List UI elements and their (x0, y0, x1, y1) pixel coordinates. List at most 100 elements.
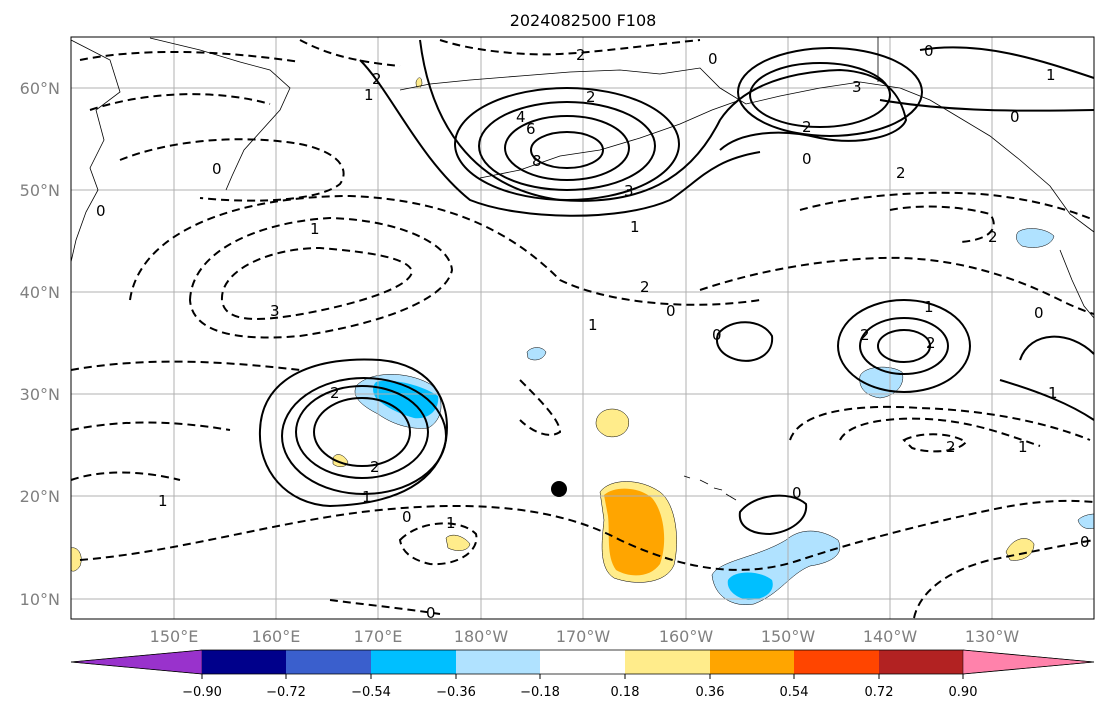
contour-label: 6 (526, 120, 536, 138)
colorbar-segment-7 (710, 650, 794, 674)
colorbar-tick-label: −0.18 (520, 685, 560, 700)
colorbar-tick-label: −0.72 (266, 685, 306, 700)
contour-label: 2 (860, 326, 870, 344)
contour-low-nw-1 (89, 93, 271, 111)
contour-label: 0 (212, 160, 222, 178)
contour-south-0 (738, 494, 808, 536)
contour-se-0 (913, 539, 1095, 619)
coast-aleutians (479, 99, 741, 179)
contour-ne-0 (879, 99, 1095, 112)
colorbar-segment-1 (202, 650, 286, 674)
contour-label: 1 (1018, 438, 1028, 456)
contour-label: 0 (708, 50, 718, 68)
contour-label: 0 (1034, 304, 1044, 322)
contour-label: 3 (270, 302, 280, 320)
colorbar-tick-label: −0.54 (351, 685, 391, 700)
contour-high-north-4 (478, 101, 656, 191)
coast-asia (70, 39, 121, 263)
coast-alaska (399, 67, 1095, 233)
lon-label: 170°E (354, 627, 403, 646)
colorbar-tick-label: 0.18 (611, 685, 640, 700)
colorbar-ticks (201, 674, 964, 679)
contour-label: 0 (402, 508, 412, 526)
lat-label: 10°N (20, 590, 60, 609)
contour-ne-1 (919, 46, 1095, 79)
shade-blue-east (859, 366, 904, 399)
contour-east-neg2 (839, 417, 1041, 447)
colorbar-segment-6 (625, 650, 710, 674)
contour-label: 3 (852, 78, 862, 96)
contour-label: 0 (1010, 108, 1020, 126)
contour-label: 0 (96, 202, 106, 220)
contour-high-north-2 (419, 39, 908, 202)
shaded-regions (70, 77, 1095, 605)
contour-label: 0 (426, 604, 436, 622)
contour-label: 8 (532, 152, 542, 170)
negative-contours (70, 39, 1095, 619)
contour-high-ne-3 (749, 62, 891, 128)
contour-east-1 (999, 379, 1095, 421)
contour-label: 2 (896, 164, 906, 182)
lat-label: 40°N (20, 283, 60, 302)
latitude-labels: 10°N 20°N 30°N 40°N 50°N 60°N (20, 79, 60, 609)
colorbar-segment-5 (540, 650, 625, 674)
colorbar-tick-label: 0.54 (780, 685, 809, 700)
colorbar-tick-label: −0.36 (436, 685, 476, 700)
contour-high-west-15 (295, 385, 429, 479)
colorbar: −0.90 −0.72 −0.54 −0.36 −0.18 0.18 0.36 … (70, 649, 1095, 700)
contour-label: 2 (372, 70, 382, 88)
contour-label: 2 (640, 278, 650, 296)
shade-yellow-w2 (445, 534, 471, 551)
contour-center-neg0 (519, 379, 562, 436)
shade-blue-ne (1016, 228, 1055, 248)
contour-east-0 (1019, 335, 1095, 361)
contour-label: 1 (1048, 384, 1058, 402)
contour-label: 2 (988, 228, 998, 246)
contour-high-west-0 (258, 358, 448, 508)
shade-yellow-west-edge (70, 547, 82, 572)
contour-low-nw-0 (119, 138, 345, 202)
contour-south-edge (329, 599, 441, 615)
shade-deepblue-south (727, 572, 773, 600)
contour-label: 2 (802, 118, 812, 136)
hawaii-islands (683, 475, 737, 501)
contour-label: 1 (446, 514, 456, 532)
contour-label: 1 (158, 492, 168, 510)
shade-blue-small (526, 347, 547, 361)
contour-label: 1 (588, 316, 598, 334)
contour-label: 0 (1080, 533, 1090, 551)
contour-low-west-3 (220, 246, 414, 320)
contour-mid-0 (716, 321, 774, 362)
contour-label: 1 (364, 86, 374, 104)
lat-label: 50°N (20, 181, 60, 200)
contour-label: 0 (666, 302, 676, 320)
contour-high-west-2 (313, 397, 411, 467)
contour-high-north-8 (530, 131, 604, 169)
contour-label: 0 (924, 42, 934, 60)
lat-label: 60°N (20, 79, 60, 98)
longitude-labels: 150°E 160°E 170°E 180°W 170°W 160°W 150°… (150, 627, 1020, 646)
contour-north-neg (439, 39, 701, 56)
contour-label: 4 (516, 108, 526, 126)
lat-label: 30°N (20, 385, 60, 404)
contour-label: 1 (924, 298, 934, 316)
lon-label: 150°W (761, 627, 816, 646)
lon-label: 150°E (150, 627, 199, 646)
contour-ne-neg2b (889, 205, 995, 243)
lon-label: 140°W (863, 627, 918, 646)
contour-label: 2 (946, 438, 956, 456)
shade-orange-big (604, 488, 665, 576)
storm-center-marker (551, 481, 567, 497)
map-title: 2024082500 F108 (510, 11, 657, 30)
contour-ne-neg2 (799, 191, 1095, 221)
contour-high-east-15 (859, 317, 949, 375)
lon-label: 160°E (252, 627, 301, 646)
positive-contours (258, 39, 1095, 536)
contour-label: 1 (1046, 66, 1056, 84)
contour-label: 2 (576, 46, 586, 64)
contour-label: 1 (630, 218, 640, 236)
colorbar-tick-label: 0.36 (696, 685, 725, 700)
contour-west-band-c (70, 471, 181, 481)
colorbar-tick-label: −0.90 (182, 685, 222, 700)
coast-na-west (1059, 249, 1095, 319)
